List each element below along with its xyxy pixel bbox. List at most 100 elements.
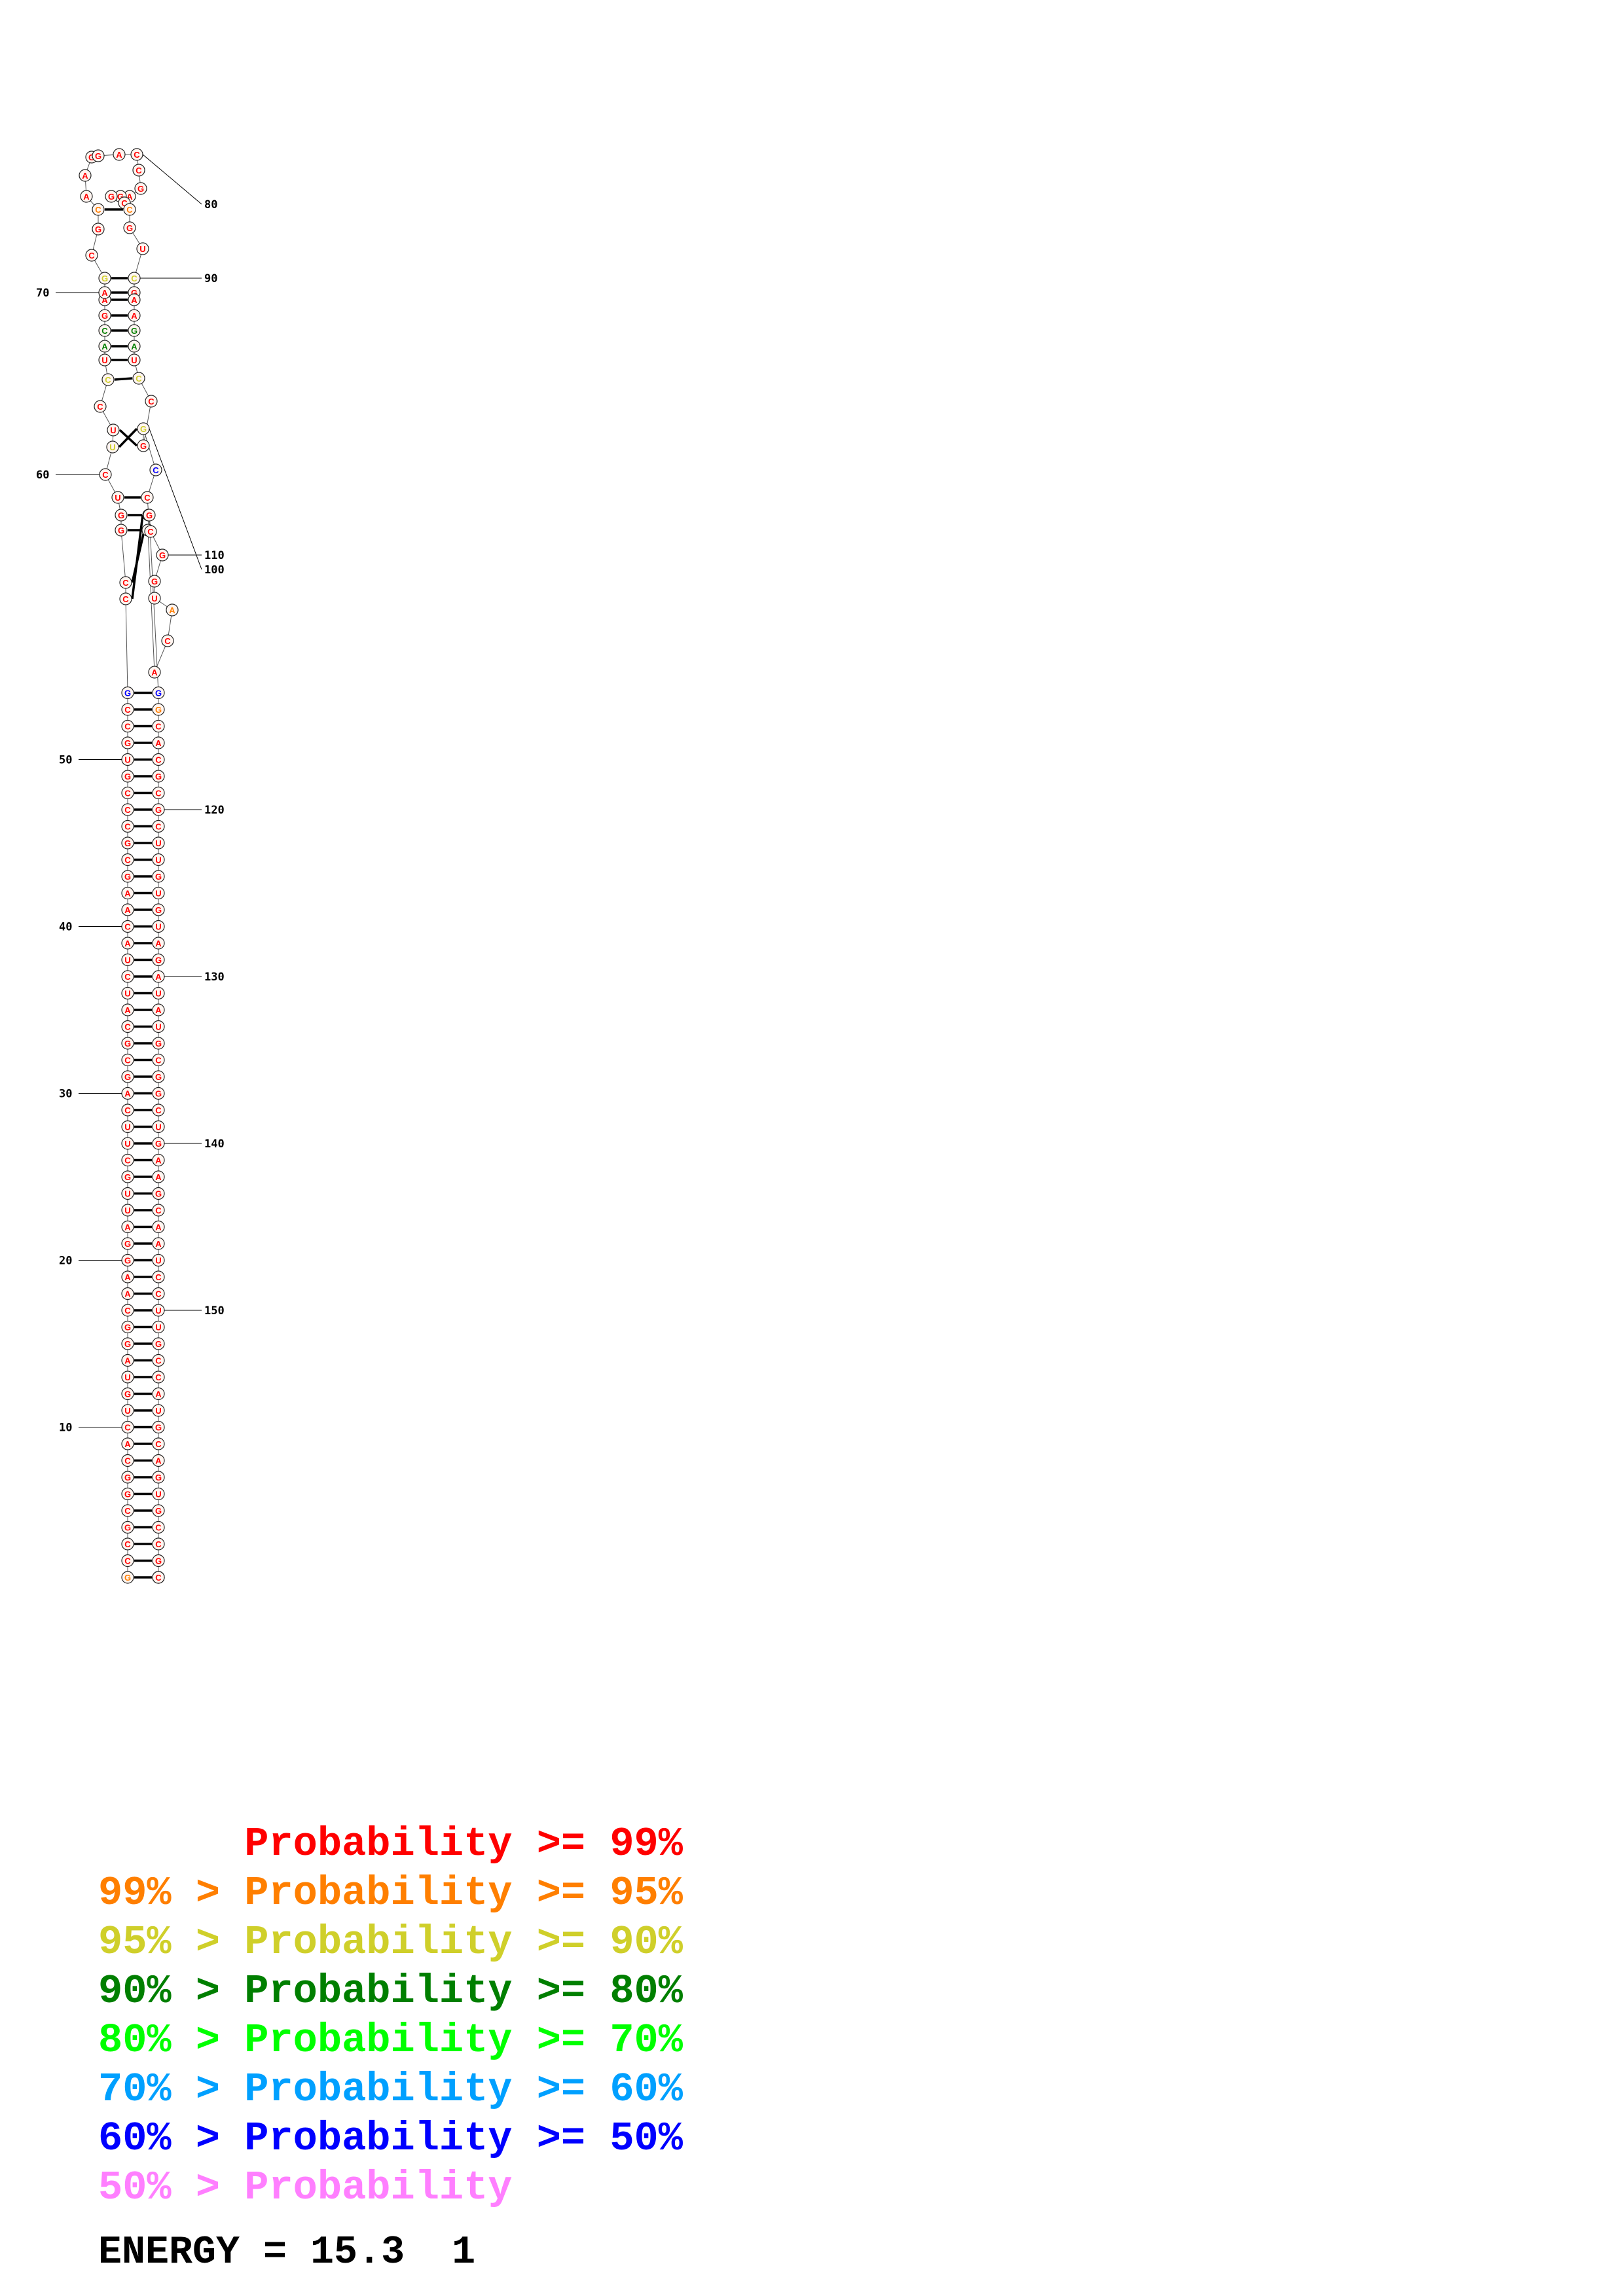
nucleotide: C — [128, 272, 141, 285]
svg-text:C: C — [155, 1573, 162, 1583]
svg-text:C: C — [122, 578, 129, 588]
nucleotide: U — [121, 1204, 134, 1217]
svg-text:G: G — [101, 274, 108, 283]
nucleotide: G — [121, 1320, 134, 1334]
svg-text:C: C — [124, 1456, 131, 1466]
svg-text:U: U — [124, 1372, 130, 1382]
nucleotide: C — [121, 819, 134, 833]
svg-text:C: C — [153, 465, 159, 475]
position-label: 100 — [204, 564, 225, 577]
svg-text:C: C — [124, 922, 131, 932]
nucleotide: A — [121, 1086, 134, 1100]
svg-text:C: C — [155, 1289, 162, 1299]
svg-text:A: A — [124, 939, 131, 948]
svg-text:C: C — [124, 789, 131, 798]
nucleotide: C — [123, 203, 136, 216]
legend-prefix: 99% > — [98, 1870, 245, 1916]
nucleotide: A — [152, 1153, 165, 1167]
nucleotide: C — [152, 786, 165, 800]
svg-text:G: G — [124, 1039, 131, 1049]
nucleotide: A — [128, 340, 141, 353]
nucleotide: C — [152, 1571, 165, 1584]
nucleotide: G — [152, 1037, 165, 1050]
svg-text:A: A — [83, 192, 90, 202]
svg-text:C: C — [155, 1272, 162, 1282]
nucleotide: G — [92, 223, 105, 236]
svg-text:U: U — [155, 1406, 161, 1416]
nucleotide: G — [121, 1471, 134, 1484]
position-label: 130 — [204, 971, 225, 984]
nucleotide: C — [132, 372, 145, 385]
legend-label: Probability >= 99% — [244, 1821, 683, 1867]
nucleotide: A — [166, 603, 179, 617]
nucleotide: A — [121, 903, 134, 916]
svg-text:G: G — [155, 1072, 162, 1082]
legend-row: Probability >= 99% — [98, 1820, 683, 1869]
svg-text:G: G — [124, 738, 131, 748]
nucleotide: G — [128, 324, 141, 337]
position-label: 30 — [59, 1088, 72, 1101]
legend-prefix: 90% > — [98, 1968, 245, 2015]
svg-text:G: G — [101, 311, 108, 321]
svg-text:U: U — [124, 1189, 130, 1199]
base-pair-bond — [114, 377, 133, 381]
svg-text:C: C — [144, 493, 151, 503]
nucleotide: G — [152, 1137, 165, 1150]
nucleotides: GCCGCGGCACUGUAGGCAAGGAUUGCUUCAGCGCAUCUAC… — [79, 148, 179, 1584]
svg-text:A: A — [131, 295, 137, 305]
nucleotide: G — [123, 221, 136, 234]
nucleotide: U — [152, 1404, 165, 1417]
svg-text:G: G — [118, 511, 124, 520]
nucleotide: G — [121, 1571, 134, 1584]
legend-prefix: 60% > — [98, 2115, 245, 2162]
base-pair-bonds — [105, 208, 152, 1579]
svg-text:G: G — [124, 1172, 131, 1182]
nucleotide: A — [152, 970, 165, 983]
svg-text:U: U — [155, 1256, 161, 1266]
base-pair-bond — [119, 429, 138, 447]
nucleotide: G — [121, 1520, 134, 1534]
svg-text:A: A — [101, 342, 108, 351]
nucleotide: U — [152, 1120, 165, 1134]
svg-text:C: C — [131, 274, 137, 283]
legend-row: 99% > Probability >= 95% — [98, 1869, 683, 1918]
nucleotide: A — [128, 293, 141, 306]
svg-text:C: C — [124, 1556, 131, 1566]
svg-text:C: C — [155, 1539, 162, 1549]
svg-text:C: C — [134, 150, 140, 160]
svg-text:G: G — [131, 288, 137, 298]
svg-text:C: C — [121, 198, 128, 208]
svg-text:G: G — [88, 152, 95, 162]
svg-text:C: C — [155, 1356, 162, 1366]
svg-text:C: C — [124, 1056, 131, 1066]
legend-prefix — [98, 1821, 244, 1867]
nucleotide: A — [148, 666, 161, 679]
legend-label: Probability >= 95% — [244, 1870, 683, 1916]
svg-text:U: U — [124, 956, 130, 965]
svg-text:U: U — [109, 442, 115, 452]
svg-text:U: U — [155, 855, 161, 865]
legend-row: 70% > Probability >= 60% — [98, 2065, 683, 2114]
nucleotide: A — [121, 1437, 134, 1450]
nucleotide: C — [152, 1204, 165, 1217]
nucleotide: C — [99, 468, 112, 481]
nucleotide: G — [121, 686, 134, 700]
svg-text:G: G — [151, 577, 158, 586]
backbone-segment — [125, 598, 128, 693]
nucleotide: U — [106, 440, 119, 454]
nucleotide: U — [121, 1187, 134, 1200]
nucleotide: C — [152, 1537, 165, 1551]
svg-text:C: C — [124, 1306, 131, 1316]
svg-text:G: G — [117, 192, 124, 202]
legend-label: Probability >= 90% — [244, 1919, 683, 1965]
nucleotide: C — [152, 719, 165, 733]
svg-text:U: U — [155, 989, 161, 999]
svg-text:U: U — [115, 493, 120, 503]
nucleotide: C — [121, 1504, 134, 1517]
svg-text:A: A — [169, 605, 175, 615]
svg-text:A: A — [155, 1223, 162, 1232]
svg-text:A: A — [126, 192, 133, 202]
nucleotide: U — [121, 1120, 134, 1134]
svg-text:G: G — [124, 1490, 131, 1499]
backbone-segment — [120, 529, 126, 583]
